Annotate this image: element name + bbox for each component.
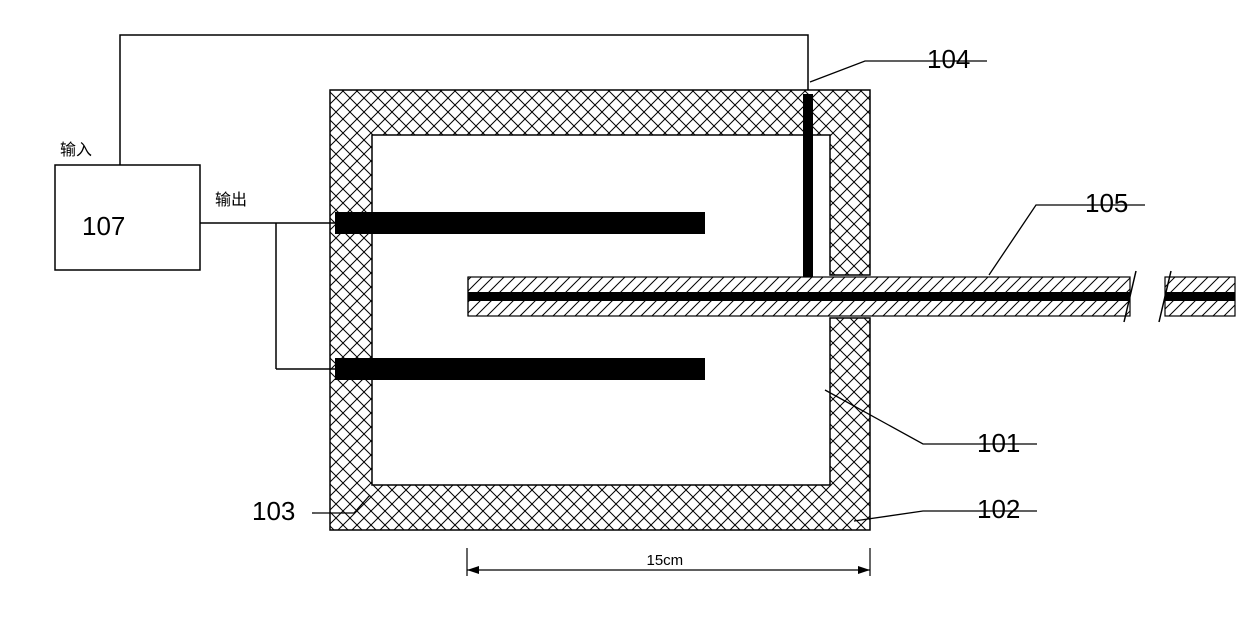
label-104: 104 — [927, 44, 970, 74]
conductor-seg-1 — [468, 277, 1130, 316]
dimension-15cm: 15cm — [467, 548, 870, 576]
label-103: 103 — [252, 496, 295, 526]
label-105: 105 — [1085, 188, 1128, 218]
label-output: 输出 — [215, 191, 247, 209]
leader-102 — [854, 511, 967, 521]
electrode-bottom — [335, 358, 705, 380]
conductor-seg-2 — [1165, 277, 1235, 316]
label-101: 101 — [977, 428, 1020, 458]
electrode-top — [335, 212, 705, 234]
leader-104 — [810, 61, 918, 82]
label-107: 107 — [82, 211, 125, 241]
leader-105 — [989, 205, 1075, 275]
probe-104 — [803, 94, 813, 278]
dimension-label: 15cm — [647, 552, 684, 569]
label-102: 102 — [977, 494, 1020, 524]
label-input: 输入 — [60, 141, 92, 159]
controller-box — [55, 165, 200, 270]
